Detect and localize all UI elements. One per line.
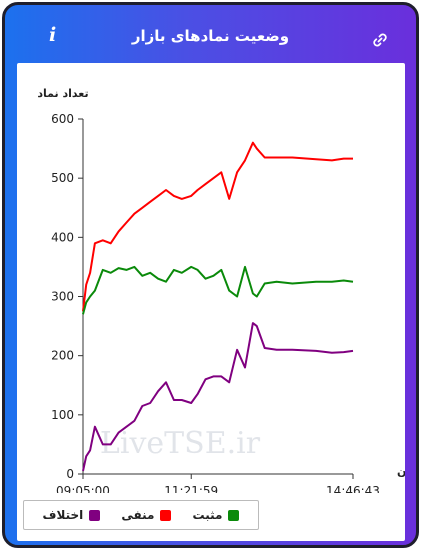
y-tick-label: 600: [51, 112, 74, 126]
legend: مثبت منفی اختلاف: [23, 500, 259, 530]
x-tick-label: 11:21:59: [164, 484, 218, 493]
header-bar: i وضعیت نمادهای بازار: [5, 5, 416, 63]
legend-item-positive[interactable]: مثبت: [193, 508, 240, 522]
y-tick-label: 200: [51, 349, 74, 363]
chart: تعداد نماد LiveTSE.ir 0 100 200 300 400 500 60…: [37, 87, 405, 493]
y-tick-label: 500: [51, 171, 74, 185]
legend-swatch-difference: [89, 509, 101, 521]
x-tick-label: 14:46:43: [326, 484, 380, 493]
legend-swatch-positive: [228, 509, 240, 521]
chart-card: تعداد نماد LiveTSE.ir 0 100 200 300 400 500 60…: [17, 63, 405, 541]
x-axis-label: زمان: [397, 465, 405, 478]
legend-item-negative[interactable]: منفی: [121, 508, 172, 522]
legend-label-positive: مثبت: [192, 508, 223, 522]
series-line-negative: [82, 141, 353, 312]
y-tick-label: 100: [51, 408, 74, 422]
legend-label-negative: منفی: [121, 508, 155, 522]
x-axis: 09:05:00 11:21:59 14:46:43: [56, 473, 380, 493]
y-tick-label: 300: [51, 290, 74, 304]
y-tick-label: 400: [51, 230, 74, 244]
info-icon[interactable]: i: [49, 24, 57, 46]
y-tick-label: 0: [66, 467, 74, 481]
link-icon[interactable]: [371, 31, 389, 49]
series-line-difference: [82, 322, 354, 472]
legend-swatch-negative: [160, 509, 172, 521]
app-window: i وضعیت نمادهای بازار تعداد نماد LiveTSE…: [2, 2, 419, 548]
page-title: وضعیت نمادهای بازار: [131, 27, 290, 45]
series-layer: [82, 141, 354, 472]
x-tick-label: 09:05:00: [56, 484, 110, 493]
legend-item-difference[interactable]: اختلاف: [43, 508, 101, 522]
y-axis: 0 100 200 300 400 500 600: [51, 112, 84, 481]
watermark: LiveTSE.ir: [100, 426, 261, 461]
legend-label-difference: اختلاف: [42, 508, 84, 522]
series-line-positive: [82, 265, 354, 315]
y-axis-label: تعداد نماد: [37, 87, 88, 100]
